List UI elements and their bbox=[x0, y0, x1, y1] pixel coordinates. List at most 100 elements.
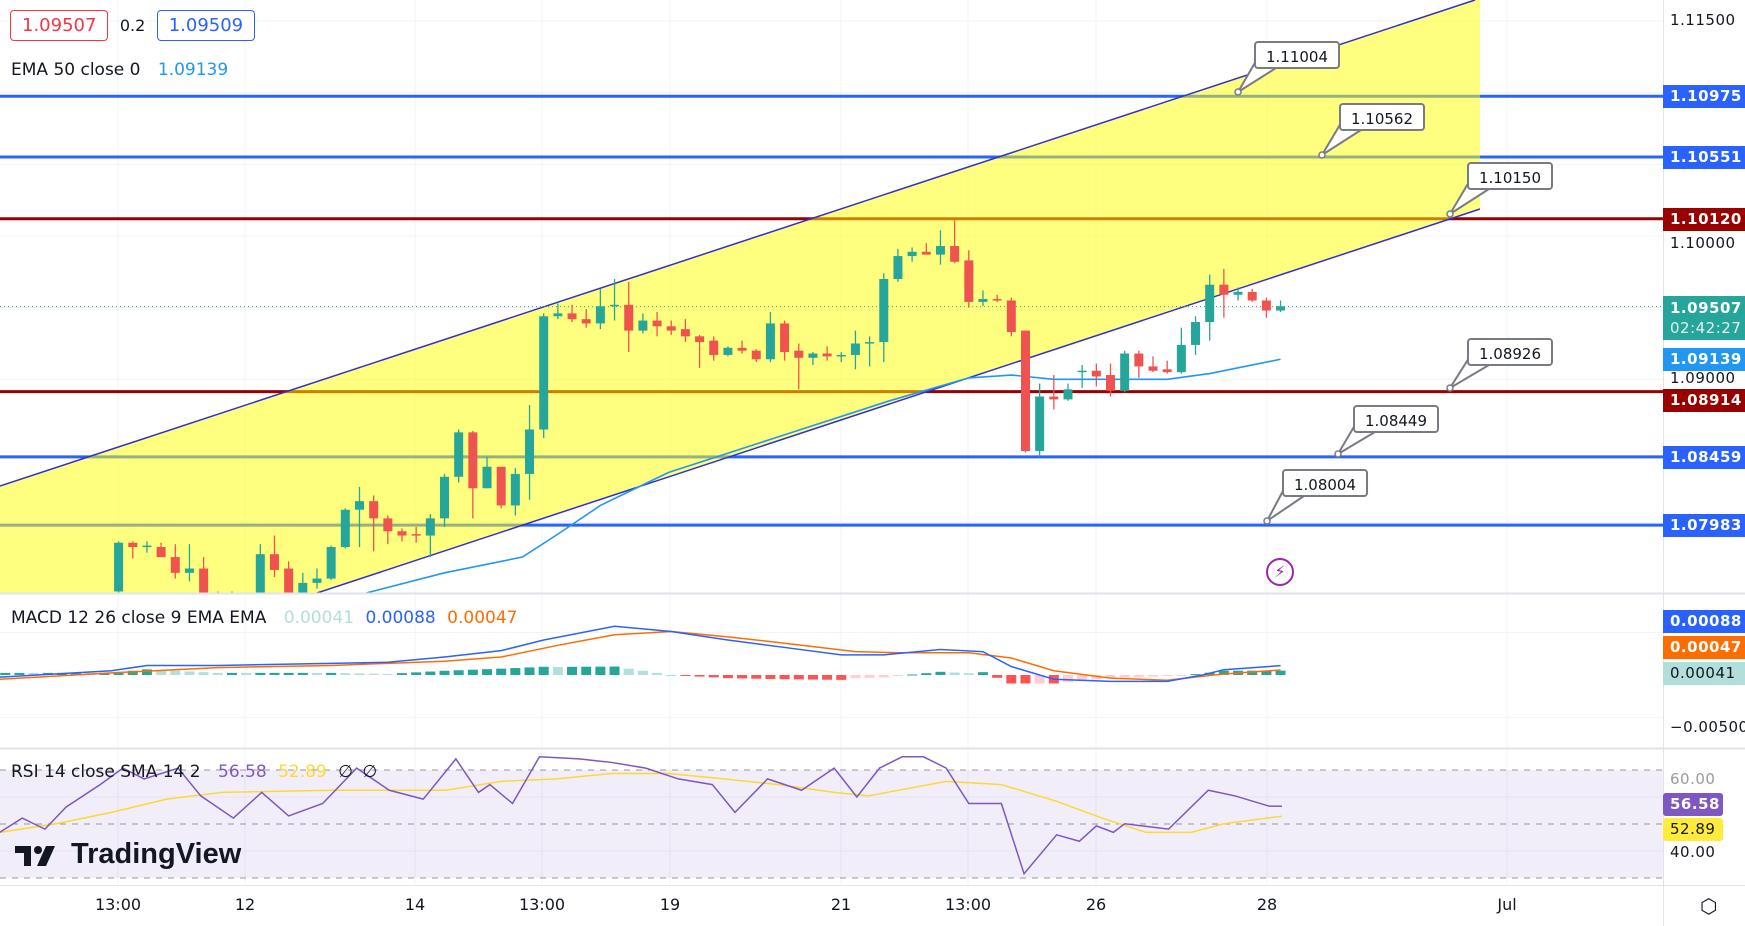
candle bbox=[1176, 327, 1186, 374]
ema-line bbox=[366, 358, 1281, 593]
candle-body bbox=[879, 278, 889, 343]
macd-histogram-bar bbox=[453, 670, 464, 675]
candle bbox=[1049, 375, 1059, 410]
candle bbox=[312, 568, 322, 589]
price-callout[interactable]: 1.08926 bbox=[1467, 338, 1553, 366]
price-tick: 1.11500 bbox=[1670, 11, 1736, 29]
candle-body bbox=[1120, 353, 1130, 391]
candle bbox=[496, 466, 506, 509]
candle-body bbox=[680, 329, 690, 337]
candle bbox=[255, 544, 265, 593]
macd-histogram-bar bbox=[1133, 675, 1144, 678]
macd-hist-value: 0.00041 bbox=[283, 608, 355, 628]
candle-body bbox=[1247, 291, 1257, 301]
candle-body bbox=[822, 353, 832, 357]
price-callout[interactable]: 1.10150 bbox=[1467, 162, 1553, 190]
candle-body bbox=[1091, 370, 1101, 377]
macd-histogram-bar bbox=[198, 672, 209, 675]
macd-hist-axis-label: 0.00041 bbox=[1663, 662, 1745, 685]
price-callout[interactable]: 1.11004 bbox=[1254, 41, 1340, 69]
callout-anchor bbox=[1318, 151, 1326, 159]
macd-histogram-bar bbox=[694, 675, 705, 677]
macd-tick: −0.00500 bbox=[1670, 718, 1745, 736]
lightning-icon[interactable]: ⚡ bbox=[1266, 558, 1294, 586]
macd-histogram-bar bbox=[269, 672, 280, 675]
macd-histogram-bar bbox=[1006, 675, 1017, 684]
macd-histogram-bar bbox=[1176, 675, 1187, 676]
candle-body bbox=[454, 432, 464, 477]
candle bbox=[695, 334, 705, 368]
candle-body bbox=[369, 501, 379, 519]
rsi-extra-2: ∅ bbox=[362, 762, 378, 782]
rsi-legend[interactable]: RSI 14 close SMA 14 2 56.58 52.89 ∅ ∅ bbox=[11, 762, 377, 782]
price-pane[interactable] bbox=[0, 0, 1663, 609]
candle-body bbox=[525, 429, 535, 474]
sell-price-button[interactable]: 1.09507 bbox=[10, 10, 109, 41]
candle bbox=[907, 247, 917, 262]
candle-body bbox=[425, 518, 435, 536]
candle bbox=[1035, 383, 1045, 457]
price-callout[interactable]: 1.08004 bbox=[1282, 469, 1368, 497]
time-axis-label: 19 bbox=[659, 895, 681, 914]
macd-histogram-bar bbox=[113, 672, 124, 675]
macd-histogram-bar bbox=[14, 672, 25, 675]
candle-body bbox=[1233, 291, 1243, 295]
rsi-pane[interactable] bbox=[0, 755, 1663, 879]
time-axis-label: 14 bbox=[404, 895, 426, 914]
ema-legend[interactable]: EMA 50 close 0 1.09139 bbox=[11, 60, 228, 80]
macd-histogram-bar bbox=[793, 675, 804, 680]
price-tick: 1.10000 bbox=[1670, 234, 1736, 252]
macd-histogram-bar bbox=[878, 675, 889, 678]
macd-histogram-bar bbox=[935, 671, 946, 675]
logo-text: TradingView bbox=[71, 838, 242, 870]
macd-signal-value: 0.00047 bbox=[447, 608, 518, 628]
candle bbox=[1006, 297, 1016, 337]
candle bbox=[510, 468, 520, 516]
candle bbox=[921, 243, 931, 255]
candle bbox=[1077, 364, 1087, 388]
macd-signal-axis-label: 0.00047 bbox=[1663, 636, 1745, 659]
macd-pane[interactable] bbox=[0, 625, 1663, 718]
macd-histogram-bar bbox=[680, 675, 691, 676]
candle bbox=[950, 220, 960, 264]
macd-histogram-bar bbox=[822, 675, 833, 680]
macd-histogram-bar bbox=[864, 675, 875, 678]
candle bbox=[326, 545, 336, 580]
candle bbox=[1219, 268, 1229, 318]
macd-histogram-bar bbox=[963, 673, 974, 675]
candle bbox=[808, 352, 818, 365]
candle-body bbox=[610, 304, 620, 307]
macd-histogram-bar bbox=[708, 675, 719, 678]
candle bbox=[298, 572, 308, 593]
macd-histogram-bar bbox=[71, 672, 82, 675]
callout-anchor bbox=[1334, 450, 1342, 458]
candle bbox=[1106, 363, 1115, 397]
candle bbox=[978, 290, 988, 307]
price-callout[interactable]: 1.10562 bbox=[1339, 103, 1425, 131]
buy-price-button[interactable]: 1.09509 bbox=[156, 10, 256, 41]
candle bbox=[652, 311, 662, 337]
callout-anchor bbox=[1446, 384, 1454, 392]
settings-icon[interactable]: ⬡ bbox=[1700, 894, 1718, 918]
price-callout[interactable]: 1.08449 bbox=[1353, 405, 1439, 433]
macd-legend[interactable]: MACD 12 26 close 9 EMA EMA 0.00041 0.000… bbox=[11, 608, 517, 628]
macd-histogram-bar bbox=[1119, 675, 1130, 678]
candle bbox=[1205, 274, 1215, 341]
candle bbox=[284, 561, 294, 593]
macd-histogram-bar bbox=[283, 672, 294, 675]
candle-body bbox=[1219, 284, 1229, 295]
candle-body bbox=[893, 256, 903, 279]
candle bbox=[1120, 350, 1130, 393]
macd-histogram-bar bbox=[354, 673, 365, 675]
price-axis-label: 1.10975 bbox=[1663, 85, 1745, 109]
rsi-value: 56.58 bbox=[218, 762, 267, 782]
candle-body bbox=[695, 336, 705, 343]
candle bbox=[482, 456, 492, 489]
price-axis-label: 1.09139 bbox=[1663, 348, 1745, 372]
macd-histogram-bar bbox=[1105, 675, 1116, 679]
candle bbox=[383, 515, 393, 545]
candle-body bbox=[794, 350, 804, 358]
channel-fill bbox=[0, 0, 1480, 593]
candle-body bbox=[652, 320, 662, 327]
